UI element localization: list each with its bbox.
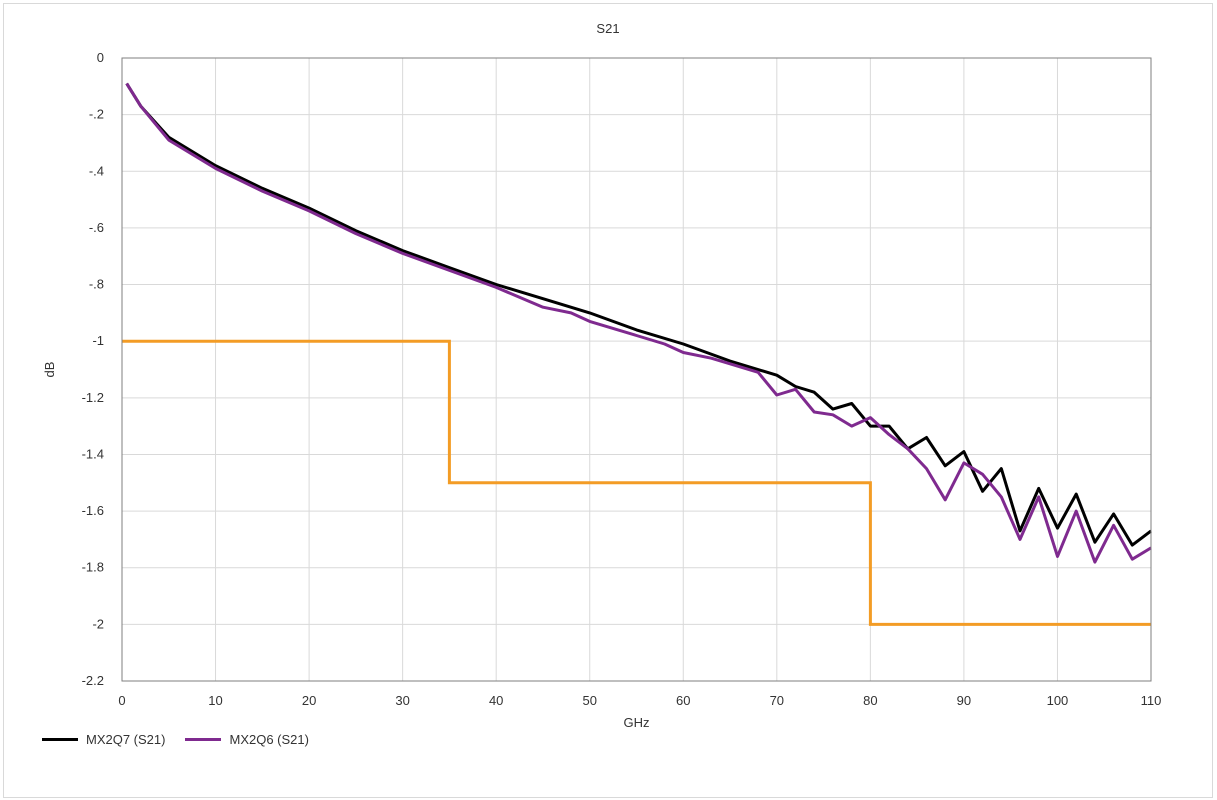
y-tick-label: 0 [97,50,104,65]
legend-item-mx2q6: MX2Q6 (S21) [185,732,309,747]
x-tick-label: 90 [957,693,971,708]
y-tick-label: -1 [92,333,104,348]
x-tick-label: 110 [1141,693,1162,708]
y-tick-label: -1.6 [82,503,104,518]
legend-swatch-mx2q7 [42,738,78,741]
plot-area-border [121,57,1152,682]
y-axis-label: dB [42,362,57,378]
data-series [122,82,1152,626]
y-tick-label: -1.4 [82,446,104,461]
x-tick-label: 100 [1047,693,1069,708]
legend-label-mx2q6: MX2Q6 (S21) [229,732,309,747]
x-tick-label: 40 [489,693,503,708]
series-line-mx2q6 [125,82,1152,564]
y-tick-label: -1.2 [82,390,104,405]
legend-label-mx2q7: MX2Q7 (S21) [86,732,166,747]
x-tick-label: 60 [676,693,690,708]
legend-item-mx2q7: MX2Q7 (S21) [42,732,165,747]
x-tick-label: 80 [863,693,877,708]
y-tick-label: -.2 [89,107,104,122]
chart-frame [3,3,1213,798]
x-tick-label: 50 [582,693,596,708]
y-tick-label: -.4 [89,163,104,178]
x-tick-label: 30 [395,693,409,708]
y-tick-label: -2 [92,616,104,631]
y-tick-label: -.8 [89,277,104,292]
legend-swatch-mx2q6 [185,738,222,741]
tick-labels: 0 10 20 30 40 50 60 70 80 90 100 110 0 -.2 -.4 -.6 -.8 -1… [82,50,1162,708]
y-tick-label: -1.8 [82,560,104,575]
y-tick-label: -2.2 [82,673,104,688]
series-line-mx2q7 [125,82,1152,547]
x-axis-label: GHz [624,715,650,730]
x-tick-label: 70 [770,693,784,708]
chart-title: S21 [596,21,619,36]
limit-line [122,339,1151,626]
y-tick-label: -.6 [89,220,104,235]
x-tick-label: 10 [208,693,222,708]
x-tick-label: 20 [302,693,316,708]
grid [121,57,1152,682]
x-tick-label: 0 [118,693,125,708]
chart-legend: MX2Q7 (S21) MX2Q6 (S21) [42,732,309,747]
